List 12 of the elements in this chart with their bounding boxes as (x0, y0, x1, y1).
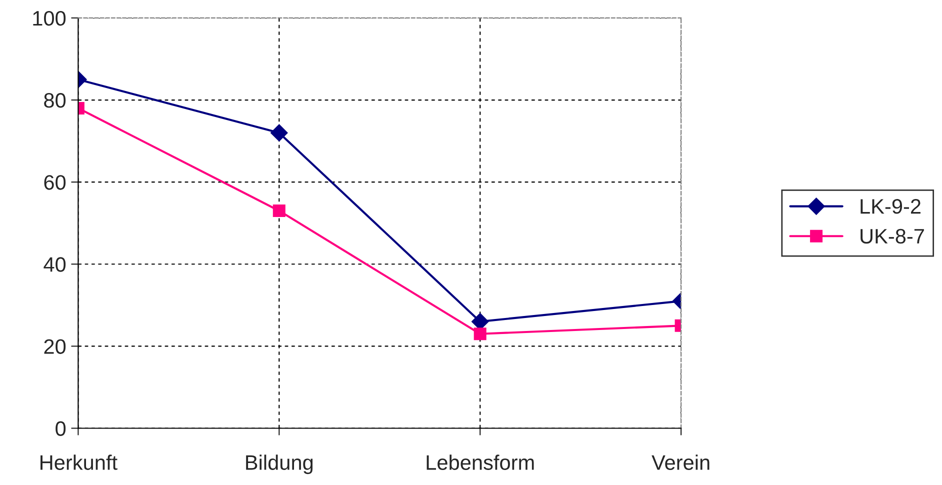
y-tick-label: 0 (56, 421, 66, 436)
y-tick-label: 100 (33, 10, 66, 26)
x-tick-label: Herkunft (40, 454, 118, 470)
y-tick-label: 20 (44, 339, 66, 354)
x-tick-label: Verein (652, 454, 710, 470)
y-tick-label: 60 (44, 175, 66, 190)
x-tick-label: Bildung (246, 454, 313, 474)
y-tick-label: 80 (44, 93, 66, 108)
y-tick-label: 40 (44, 257, 66, 272)
legend-label: LK-9-2 (860, 199, 920, 214)
legend-label: UK-8-7 (860, 228, 924, 244)
x-tick-label: Lebensform (426, 454, 534, 470)
